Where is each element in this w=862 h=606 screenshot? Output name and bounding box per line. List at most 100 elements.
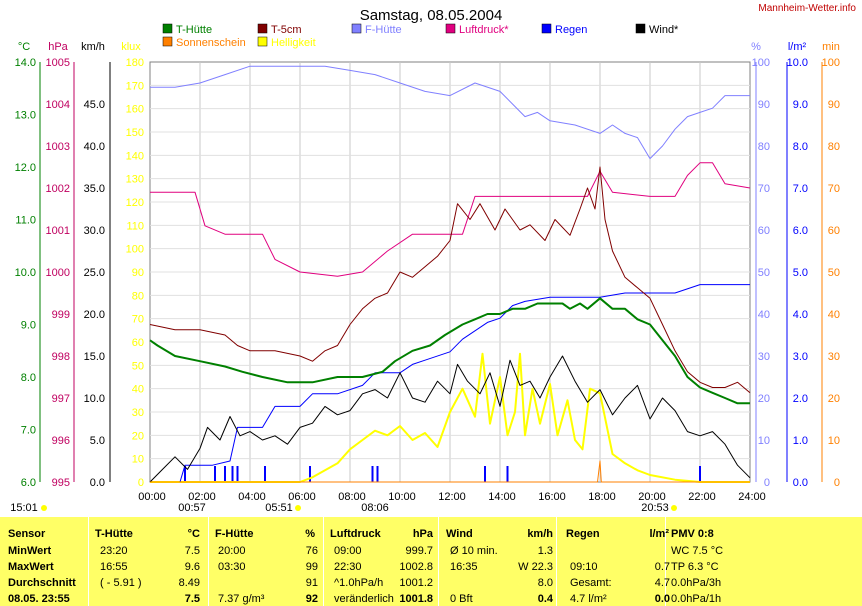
axis-tick-rain: 1.0 — [793, 435, 808, 447]
cell-w-time: 16:35 — [450, 561, 478, 573]
axis-tick-press: 998 — [52, 351, 70, 363]
axis-tick-wind: 15.0 — [84, 351, 105, 363]
cell-pmv: TP 6.3 °C — [671, 561, 719, 573]
axis-tick-hum: 0 — [764, 477, 770, 489]
axis-tick-rain: 6.0 — [793, 225, 808, 237]
table-separator — [208, 517, 209, 606]
axis-tick-lux: 130 — [126, 174, 144, 186]
axis-tick-hum: 20 — [758, 393, 770, 405]
legend-label: Wind* — [649, 24, 679, 36]
cell-pmv: WC 7.5 °C — [671, 545, 724, 557]
cell-t-time: 16:55 — [100, 561, 128, 573]
axis-tick-temp: 11.0 — [15, 215, 36, 227]
cell-pmv: 0.0hPa/1h — [671, 593, 722, 605]
cell-r-time: Gesamt: — [570, 577, 612, 589]
axis-tick-press: 1005 — [46, 57, 70, 69]
axis-tick-press: 996 — [52, 435, 70, 447]
legend-label: Sonnenschein — [176, 37, 246, 49]
cell-p-value: 1002.8 — [399, 561, 433, 573]
axis-tick-hum: 40 — [758, 309, 770, 321]
axis-tick-temp: 7.0 — [21, 425, 36, 437]
series-line — [149, 297, 750, 405]
header-t-huette: T-Hütte — [95, 528, 133, 540]
axis-tick-rain: 5.0 — [793, 267, 808, 279]
cell-w-direction: W 22.3 — [518, 561, 553, 573]
axis-tick-hum: 10 — [758, 435, 770, 447]
axis-tick-rain: 4.0 — [793, 309, 808, 321]
x-tick-label: 24:00 — [738, 491, 766, 503]
axis-tick-min: 20 — [828, 393, 840, 405]
header-sensor: Sensor — [8, 528, 46, 540]
cell-w-value: 8.0 — [537, 577, 553, 589]
header-t-unit: °C — [187, 528, 200, 540]
table-separator — [438, 517, 439, 606]
site-link[interactable]: Mannheim-Wetter.info — [758, 3, 856, 14]
axis-tick-temp: 12.0 — [15, 162, 36, 174]
x-tick-label: 04:00 — [238, 491, 266, 503]
axis-tick-lux: 60 — [132, 337, 144, 349]
header-p-unit: hPa — [412, 528, 433, 540]
cell-w-time: Ø 10 min. — [450, 545, 498, 557]
sun-icon — [295, 505, 301, 511]
axis-tick-wind: 0.0 — [90, 477, 105, 489]
axis-tick-hum: 70 — [758, 183, 770, 195]
legend-label: T-Hütte — [176, 24, 212, 36]
axis-unit-hum: % — [751, 41, 761, 53]
axis-tick-min: 80 — [828, 141, 840, 153]
sun-icon — [41, 505, 47, 511]
stats-table: Sensor T-Hütte °C F-Hütte% Luftdruck hPa Wind k… — [0, 517, 862, 606]
cell-pmv: 0.0hPa/3h — [671, 577, 722, 589]
axis-tick-rain: 3.0 — [793, 351, 808, 363]
legend-swatch — [162, 23, 173, 34]
axis-tick-lux: 120 — [126, 197, 144, 209]
axis-unit-wind: km/h — [81, 41, 105, 53]
axis-tick-lux: 180 — [126, 57, 144, 69]
axis-tick-lux: 50 — [132, 360, 144, 372]
x-tick-label: 22:00 — [688, 491, 716, 503]
cell-p-time: veränderlich — [334, 593, 394, 605]
x-tick-label: 08:00 — [338, 491, 366, 503]
axis-tick-hum: 30 — [758, 351, 770, 363]
table-separator — [88, 517, 89, 606]
axis-tick-min: 60 — [828, 225, 840, 237]
cell-r-value: 0.0 — [654, 593, 670, 605]
legend-swatch — [162, 36, 173, 47]
axis-tick-lux: 170 — [126, 80, 144, 92]
sunset-label: 20:53 — [641, 502, 669, 514]
axis-tick-rain: 7.0 — [793, 183, 808, 195]
cell-p-time: 22:30 — [334, 561, 362, 573]
axis-tick-temp: 8.0 — [21, 372, 36, 384]
axis-tick-hum: 50 — [758, 267, 770, 279]
header-regen: Regen — [566, 528, 600, 540]
axis-tick-press: 1003 — [46, 141, 70, 153]
series-line — [149, 166, 751, 394]
header-luftdruck: Luftdruck — [330, 528, 381, 540]
series-line — [150, 65, 750, 160]
series-line — [150, 460, 750, 483]
x-tick-label: 20:00 — [638, 491, 666, 503]
x-tick-label: 14:00 — [488, 491, 516, 503]
axis-unit-press: hPa — [48, 41, 68, 53]
axis-tick-hum: 90 — [758, 99, 770, 111]
header-f-unit: % — [305, 528, 315, 540]
axis-tick-wind: 5.0 — [90, 435, 105, 447]
axis-tick-wind: 30.0 — [84, 225, 105, 237]
axis-tick-min: 10 — [828, 435, 840, 447]
header-w-unit: km/h — [527, 528, 553, 540]
cell-w-value: 1.3 — [537, 545, 553, 557]
axis-tick-rain: 9.0 — [793, 99, 808, 111]
axis-tick-rain: 10.0 — [787, 57, 808, 69]
legend-swatch — [257, 23, 268, 34]
table-separator — [665, 517, 666, 606]
axis-tick-lux: 70 — [132, 314, 144, 326]
axis-tick-press: 997 — [52, 393, 70, 405]
cell-f-time: 03:30 — [218, 561, 246, 573]
axis-tick-temp: 13.0 — [15, 110, 36, 122]
cell-p-value: 1001.8 — [399, 593, 433, 605]
cell-t-value: 7.5 — [184, 545, 200, 557]
cell-t-value: 8.49 — [178, 577, 200, 589]
row-label: Durchschnitt — [8, 577, 76, 589]
axis-tick-wind: 20.0 — [84, 309, 105, 321]
series-line — [150, 284, 750, 483]
